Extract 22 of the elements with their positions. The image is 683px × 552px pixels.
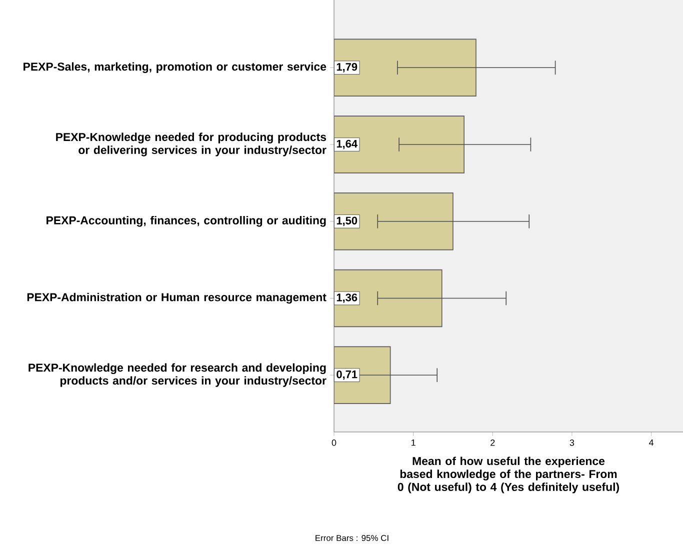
x-tick-label: 2 [490,440,495,446]
data-label: 1,36 [336,294,358,303]
bar [334,38,476,96]
data-label: 0,71 [336,370,358,380]
y-tick-label: PEXP-Knowledge needed for research and developing products and/or services in your industry/sector [28,363,326,387]
x-tick-label: 4 [648,440,654,446]
x-axis-title: Mean of how useful the experience based knowledge of the partners- From 0 (Not useful) to 4 (Yes definitely useful) [398,456,620,494]
y-tick-label: PEXP-Knowledge needed for producing products or delivering services in your industry/sector [56,132,326,156]
x-tick-label: 0 [332,440,336,446]
bar [334,192,454,250]
x-tick-label: 1 [412,440,416,446]
data-label: 1,50 [336,216,358,226]
text: Error Bars : 95% CI [316,534,388,541]
bar [334,346,391,404]
data-label: 1,79 [336,62,358,72]
y-tick-label: PEXP-Sales, marketing, promotion or customer service [24,62,326,73]
bar [334,269,442,328]
bar [334,116,464,174]
x-tick-label: 3 [570,440,574,446]
data-label: 1,64 [336,140,358,150]
y-tick-label: PEXP-Administration or Human resource management [27,292,326,304]
y-tick-label: PEXP-Accounting, finances, controlling or auditing [46,216,326,227]
